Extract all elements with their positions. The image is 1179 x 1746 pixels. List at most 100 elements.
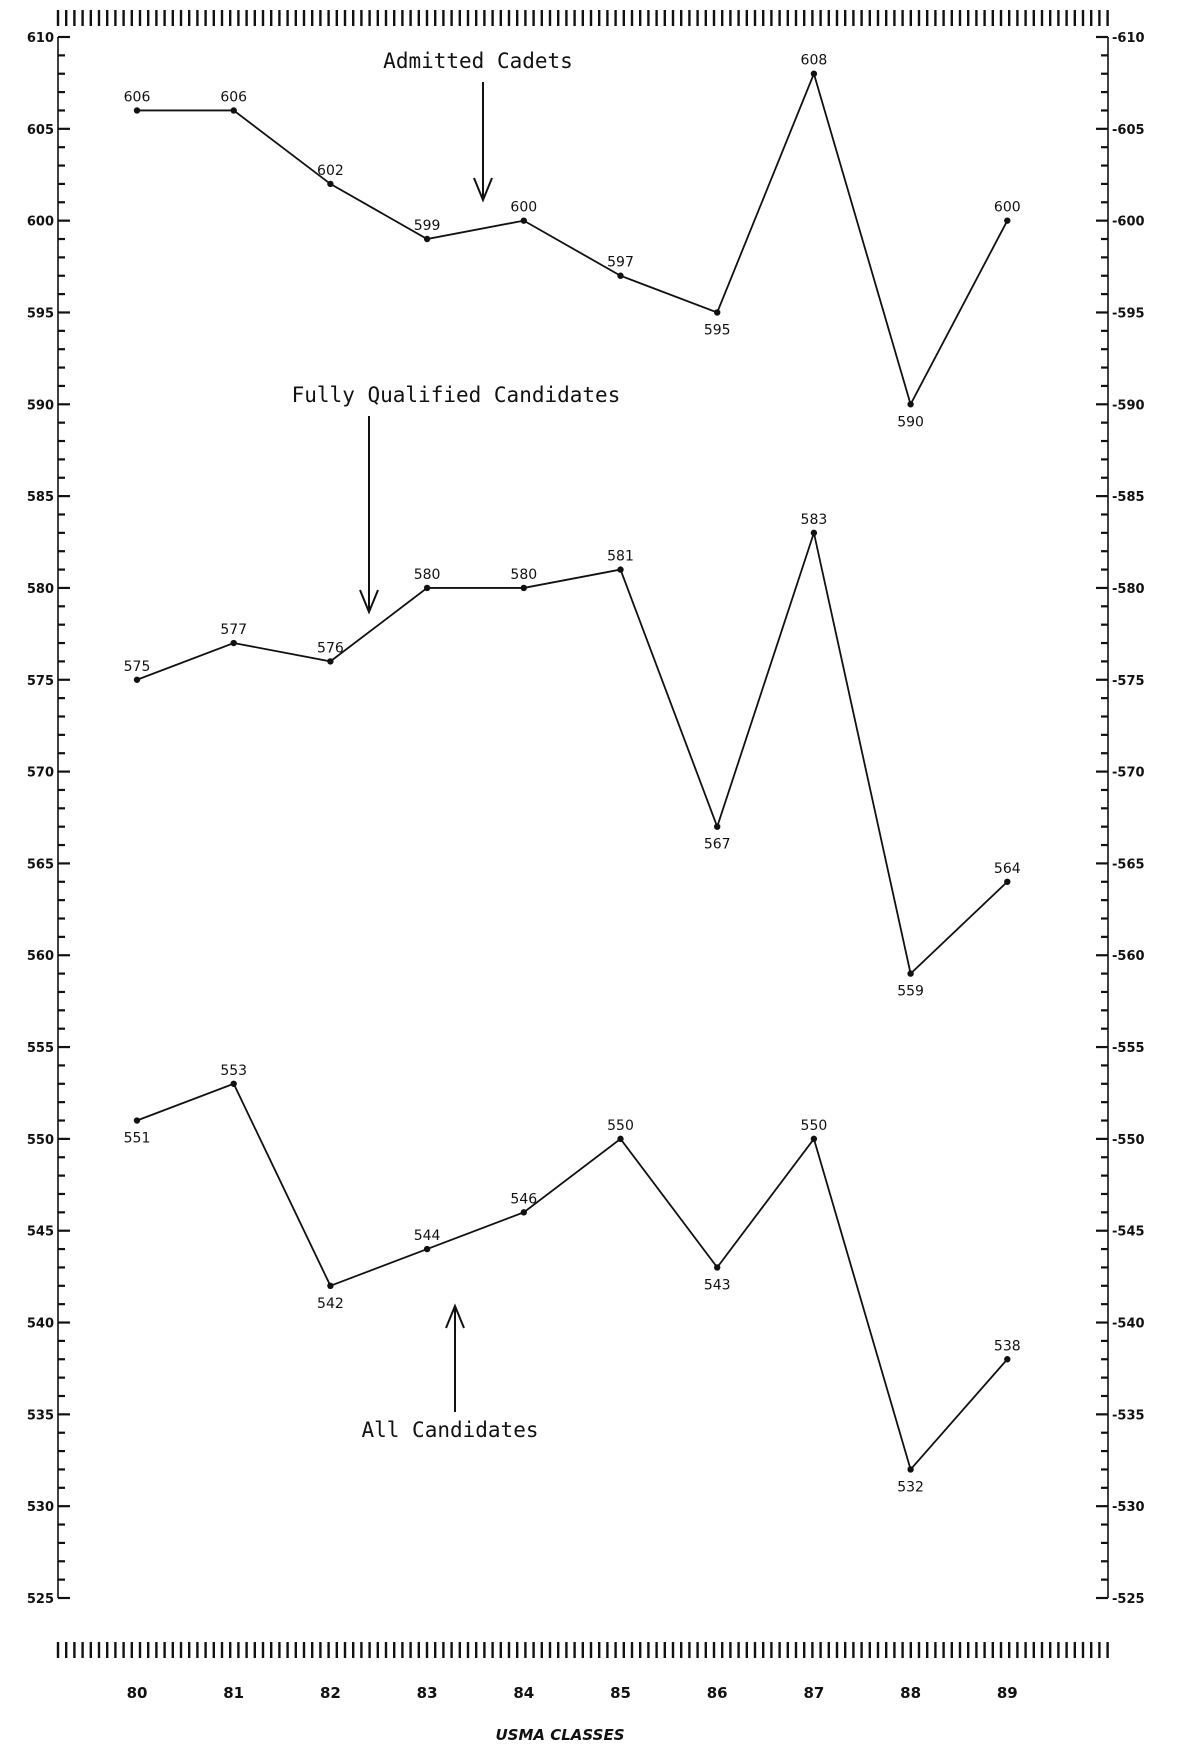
data-point [133,1117,141,1124]
data-point [810,1135,818,1143]
y-tick-label-left: 555 [27,1041,54,1056]
y-tick-label-right: -590 [1112,398,1145,413]
y-tick-label-right: -530 [1112,1500,1145,1515]
data-label: 599 [414,218,441,234]
x-tick-label: 81 [223,1684,244,1702]
series-1: 606 606 602 599 600 597 595 608 590 600 [124,53,1021,431]
data-point [327,658,334,665]
y-tick-label-left: 575 [27,674,54,689]
y-tick-label-left: 590 [27,398,54,413]
data-point [617,566,624,573]
data-point [714,1264,721,1271]
x-tick-label: 86 [707,1684,728,1702]
y-tick-label-right: -540 [1112,1317,1145,1332]
x-tick-label: 80 [127,1684,148,1702]
data-point [230,1080,237,1087]
data-label: 553 [220,1063,247,1079]
y-tick-label-left: 550 [27,1133,54,1148]
data-label: 595 [704,322,731,338]
data-point [617,1135,624,1143]
data-point [1004,878,1011,885]
y-tick-label-left: 610 [27,31,54,46]
data-point [423,1245,431,1253]
data-point [230,107,237,114]
annotation-arrow-head [359,589,379,615]
y-tick-label-left: 540 [27,1317,54,1332]
y-tick-label-right: -560 [1112,949,1145,964]
data-point [327,1282,334,1290]
data-label: 546 [510,1191,537,1207]
data-label: 581 [607,549,634,565]
series-line [137,70,1009,407]
x-tick-label: 87 [803,1684,824,1702]
data-label: 543 [704,1277,731,1293]
annotation-label: All Candidates [361,1418,538,1442]
y-tick-label-left: 580 [27,582,54,597]
series-group: 606 6066025996005975956085906005755775765… [124,53,1021,1496]
data-point [520,1209,527,1216]
y-tick-label-left: 595 [27,306,54,321]
bottom-border [56,1642,1109,1658]
data-label: 583 [801,512,828,528]
y-tick-label-right: -595 [1112,306,1145,321]
y-tick-label-left: 535 [27,1408,54,1423]
data-label: 600 [994,200,1021,216]
y-tick-label-right: -550 [1112,1133,1145,1148]
annotation-1: Admitted Cadets [383,49,573,203]
data-point [230,639,237,647]
data-label: 577 [220,622,247,638]
data-label: 606 [124,89,151,105]
top-border [56,10,1109,26]
data-point [907,970,914,977]
data-label: 575 [124,659,151,675]
data-label: 532 [897,1479,924,1495]
annotation-label: Admitted Cadets [383,49,573,73]
data-label: 544 [414,1228,441,1244]
annotations: Admitted Cadets Fully Qualified Candidate… [292,49,621,1442]
data-label: 564 [994,861,1021,877]
data-point [423,584,431,592]
data-label: 559 [897,984,924,1000]
data-label: 542 [317,1296,344,1312]
series-3: 551 553 542 544 546 550 543 550 532 538 [124,1063,1021,1496]
annotation-label: Fully Qualified Candidates [292,383,621,407]
data-label: 538 [994,1338,1021,1354]
data-label: 590 [897,414,924,430]
x-tick-label: 88 [900,1684,921,1702]
data-point [520,584,527,592]
y-axis-ticks: 610 -610 605 -605 600 -600 595 -595 590 -590 585 -5… [27,31,1145,1607]
data-point [1004,217,1011,224]
data-point [133,107,141,114]
y-tick-label-right: -605 [1112,123,1145,138]
data-label: 567 [704,837,731,853]
y-tick-label-left: 525 [27,1592,54,1607]
data-point [810,70,818,77]
x-tick-label: 89 [997,1684,1018,1702]
data-point [133,676,141,683]
y-tick-label-right: -575 [1112,674,1145,689]
y-tick-label-left: 570 [27,766,54,781]
data-label: 608 [801,53,828,69]
y-tick-label-right: -525 [1112,1592,1145,1607]
data-point [617,272,624,279]
y-tick-label-left: 605 [27,123,54,138]
data-label: 580 [414,567,441,583]
data-label: 580 [510,567,537,583]
y-tick-label-left: 545 [27,1225,54,1240]
x-axis-ticks: 80 81 82 83 84 85 86 87 88 89 [127,1684,1018,1702]
y-tick-label-left: 560 [27,949,54,964]
y-tick-label-right: -570 [1112,766,1145,781]
annotation-3: All Candidates [361,1303,539,1442]
data-label: 597 [607,255,634,271]
data-label: 602 [317,163,344,179]
y-tick-label-right: -600 [1112,215,1145,230]
x-tick-label: 83 [417,1684,438,1702]
data-label: 550 [801,1118,828,1134]
series-2: 575 577 576 580 580 581 567 583 559 564 [124,512,1021,1000]
x-tick-label: 84 [513,1684,534,1702]
data-label: 606 [220,89,247,105]
y-tick-label-left: 565 [27,857,54,872]
data-point [714,823,721,830]
y-tick-label-right: -585 [1112,490,1145,505]
